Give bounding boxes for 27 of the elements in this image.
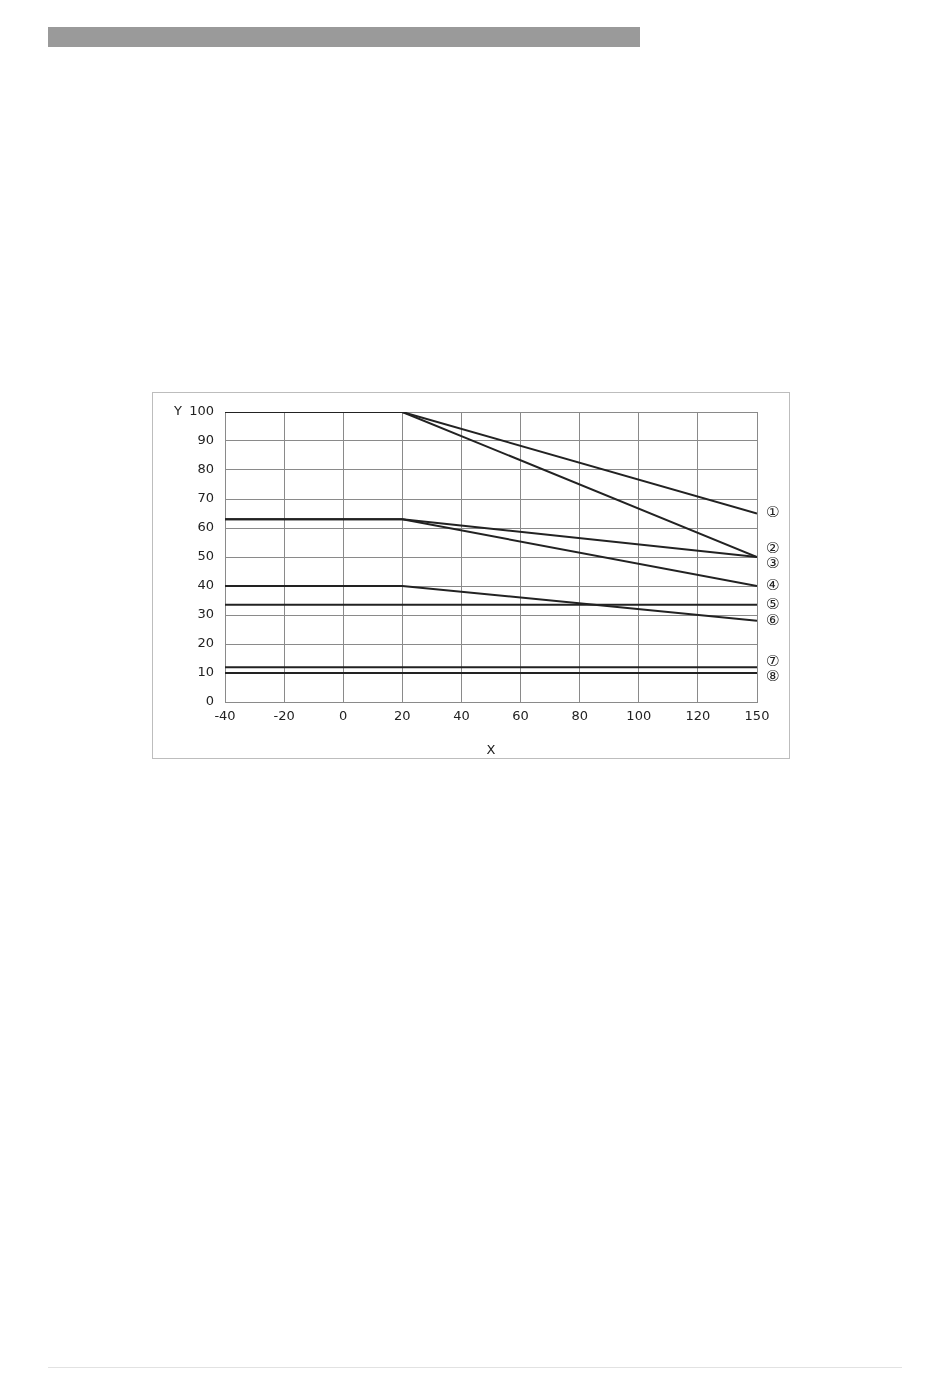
y-tick-label: 10 — [197, 664, 214, 680]
x-tick-label: 0 — [339, 708, 348, 724]
series-label: ④ — [766, 575, 780, 594]
y-tick-label: 30 — [197, 606, 214, 622]
y-tick-label: 100 — [189, 403, 214, 419]
y-tick-label: 70 — [197, 490, 214, 506]
x-tick-label: 40 — [453, 708, 470, 724]
y-tick-label: 50 — [197, 548, 214, 564]
x-tick-label: 20 — [394, 708, 411, 724]
y-tick-label: 80 — [197, 461, 214, 477]
y-tick-label: 40 — [197, 577, 214, 593]
x-tick-label: 150 — [744, 708, 770, 724]
series-label: ⑥ — [766, 610, 780, 629]
y-tick-label: 20 — [197, 635, 214, 651]
y-tick-label: 60 — [197, 519, 214, 535]
y-tick-label: 90 — [197, 432, 214, 448]
x-tick-label: 60 — [512, 708, 529, 724]
x-tick-label: -40 — [214, 708, 236, 724]
x-tick-label: 100 — [626, 708, 652, 724]
x-tick-label: 120 — [685, 708, 711, 724]
x-axis-title: X — [486, 741, 496, 757]
series-label: ⑤ — [766, 594, 780, 613]
y-tick-label: 0 — [205, 693, 214, 709]
series-label: ① — [766, 503, 780, 522]
x-tick-label: -20 — [273, 708, 295, 724]
x-tick-label: 80 — [571, 708, 588, 724]
y-axis-title: Y — [173, 403, 183, 419]
